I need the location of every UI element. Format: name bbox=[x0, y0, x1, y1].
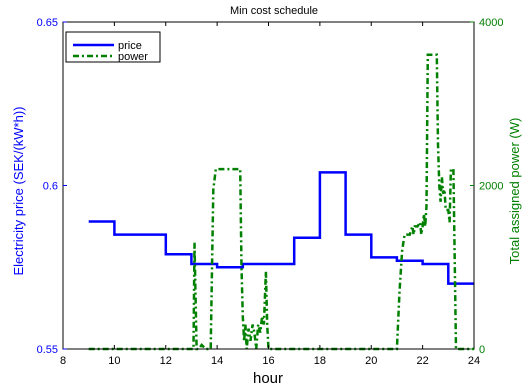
y-right-tick-label: 4000 bbox=[479, 17, 503, 29]
y-left-tick-label: 0.65 bbox=[37, 17, 58, 29]
y-right-tick-label: 2000 bbox=[479, 181, 503, 193]
axes: 8 10 12 14 16 18 20 22 24 0.55 0.6 0.65 0 2000 4000 bbox=[37, 17, 504, 367]
x-tick-label: 8 bbox=[60, 355, 66, 367]
x-tick-label: 14 bbox=[211, 355, 223, 367]
x-tick-label: 10 bbox=[108, 355, 120, 367]
series-power-line bbox=[88, 53, 474, 351]
x-tick-label: 16 bbox=[262, 355, 274, 367]
x-tick-label: 22 bbox=[417, 355, 429, 367]
legend-box bbox=[65, 31, 161, 63]
x-tick-label: 12 bbox=[160, 355, 172, 367]
chart-title: Min cost schedule bbox=[230, 5, 318, 17]
x-axis-label: hour bbox=[253, 370, 283, 387]
y-left-tick-label: 0.6 bbox=[43, 181, 58, 193]
y-axis-left-label: Electricity price (SEK/(kW*h)) bbox=[11, 106, 26, 275]
series-price-line bbox=[88, 171, 474, 285]
legend: price power bbox=[65, 31, 161, 63]
y-axis-right-label: Total assigned power (W) bbox=[507, 118, 522, 265]
x-tick-label: 18 bbox=[314, 355, 326, 367]
x-tick-label: 24 bbox=[468, 355, 480, 367]
x-tick-label: 20 bbox=[365, 355, 377, 367]
legend-price-label: price bbox=[118, 40, 142, 52]
plot-area bbox=[88, 53, 474, 351]
legend-power-label: power bbox=[118, 51, 148, 63]
plot-frame bbox=[62, 21, 475, 350]
y-right-tick-label: 0 bbox=[479, 344, 485, 356]
y-left-tick-label: 0.55 bbox=[37, 344, 58, 356]
